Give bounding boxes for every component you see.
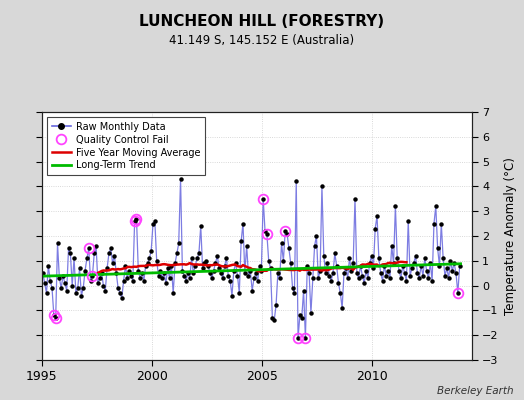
Text: LUNCHEON HILL (FORESTRY): LUNCHEON HILL (FORESTRY) [139, 14, 385, 29]
Text: Berkeley Earth: Berkeley Earth [437, 386, 514, 396]
Y-axis label: Temperature Anomaly (°C): Temperature Anomaly (°C) [504, 157, 517, 315]
Legend: Raw Monthly Data, Quality Control Fail, Five Year Moving Average, Long-Term Tren: Raw Monthly Data, Quality Control Fail, … [47, 117, 205, 175]
Text: 41.149 S, 145.152 E (Australia): 41.149 S, 145.152 E (Australia) [169, 34, 355, 47]
